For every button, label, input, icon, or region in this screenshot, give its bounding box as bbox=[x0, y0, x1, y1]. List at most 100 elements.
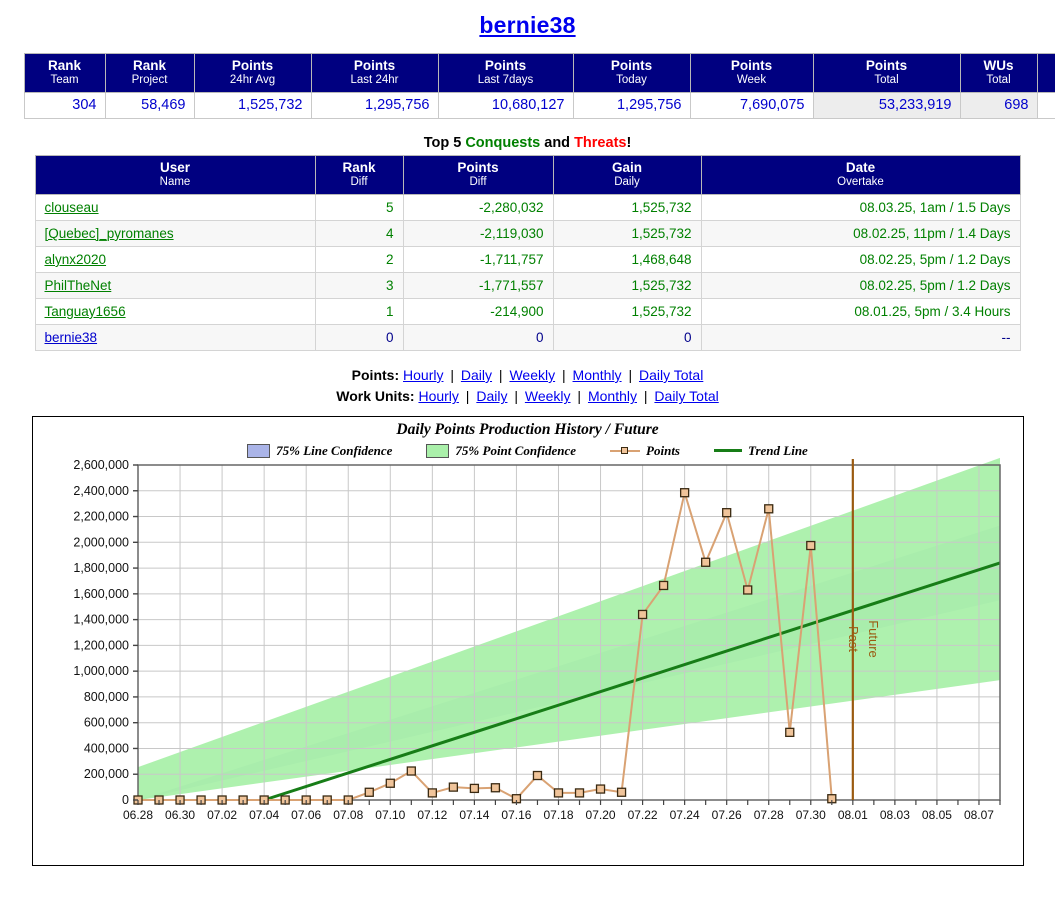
data-point-marker bbox=[617, 788, 625, 796]
nav-link-hourly[interactable]: Hourly bbox=[418, 388, 458, 404]
col-sub: Diff bbox=[412, 175, 545, 189]
data-point-marker bbox=[428, 788, 436, 796]
y-axis-tick-label: 800,000 bbox=[83, 689, 128, 703]
stats-col-sub: Total bbox=[822, 73, 952, 87]
conquest-gain-daily: 1,525,732 bbox=[553, 272, 701, 298]
x-axis-tick-label: 08.01 bbox=[837, 808, 867, 822]
conquests-heading: Top 5 Conquests and Threats! bbox=[0, 135, 1055, 151]
conquest-gain-daily: 1,525,732 bbox=[553, 194, 701, 220]
col-sub: Name bbox=[44, 175, 307, 189]
stats-col-sub: Week bbox=[699, 73, 805, 87]
user-link[interactable]: PhilTheNet bbox=[45, 278, 112, 293]
conquest-gain-daily: 0 bbox=[553, 324, 701, 350]
stats-value: 698 bbox=[960, 92, 1037, 118]
nav-link-daily[interactable]: Daily bbox=[476, 388, 507, 404]
points-production-chart: Daily Points Production History / Future… bbox=[32, 416, 1024, 866]
col-sub: Overtake bbox=[710, 175, 1012, 189]
stats-value: 53,233,919 bbox=[813, 92, 960, 118]
data-point-marker bbox=[407, 767, 415, 775]
page-title[interactable]: bernie38 bbox=[0, 12, 1055, 39]
y-axis-tick-label: 1,200,000 bbox=[73, 638, 129, 652]
nav-link-monthly[interactable]: Monthly bbox=[588, 388, 637, 404]
nav-row: Points: Hourly | Daily | Weekly | Monthl… bbox=[0, 365, 1055, 386]
user-link[interactable]: clouseau bbox=[45, 200, 99, 215]
stats-col-main: Points bbox=[731, 58, 772, 73]
nav-link-daily-total[interactable]: Daily Total bbox=[654, 388, 718, 404]
user-link[interactable]: Tanguay1656 bbox=[45, 304, 126, 319]
conquest-rank-diff: 1 bbox=[315, 298, 403, 324]
stats-value: 12.21.23 bbox=[1037, 92, 1055, 118]
heading-mid: and bbox=[540, 135, 574, 151]
data-point-marker bbox=[449, 783, 457, 791]
conquest-gain-daily: 1,468,648 bbox=[553, 246, 701, 272]
conquest-user-cell: Tanguay1656 bbox=[35, 298, 315, 324]
nav-link-weekly[interactable]: Weekly bbox=[509, 367, 555, 383]
conquest-points-diff: -1,711,757 bbox=[403, 246, 553, 272]
user-link[interactable]: bernie38 bbox=[45, 330, 98, 345]
y-axis-tick-label: 2,200,000 bbox=[73, 509, 129, 523]
conquest-user-cell: bernie38 bbox=[35, 324, 315, 350]
data-point-marker bbox=[596, 785, 604, 793]
x-axis-tick-label: 08.07 bbox=[963, 808, 993, 822]
user-link[interactable]: alynx2020 bbox=[45, 252, 107, 267]
nav-link-hourly[interactable]: Hourly bbox=[403, 367, 443, 383]
conquest-user-cell: clouseau bbox=[35, 194, 315, 220]
nav-row-label: Work Units: bbox=[336, 388, 418, 404]
conquest-user-cell: alynx2020 bbox=[35, 246, 315, 272]
x-axis-tick-label: 07.06 bbox=[291, 808, 321, 822]
stats-col-main: Rank bbox=[48, 58, 81, 73]
col-main: Gain bbox=[612, 160, 642, 175]
nav-link-weekly[interactable]: Weekly bbox=[525, 388, 571, 404]
x-axis-tick-label: 07.10 bbox=[375, 808, 405, 822]
user-link[interactable]: [Quebec]_pyromanes bbox=[45, 226, 174, 241]
y-axis-tick-label: 1,800,000 bbox=[73, 561, 129, 575]
y-axis-tick-label: 2,400,000 bbox=[73, 483, 129, 497]
x-axis-tick-label: 06.28 bbox=[122, 808, 152, 822]
stats-value: 1,525,732 bbox=[194, 92, 311, 118]
nav-link-daily-total[interactable]: Daily Total bbox=[639, 367, 703, 383]
x-axis-tick-label: 06.30 bbox=[165, 808, 195, 822]
x-axis-tick-label: 07.18 bbox=[543, 808, 573, 822]
col-main: Rank bbox=[342, 160, 375, 175]
conquest-user-cell: PhilTheNet bbox=[35, 272, 315, 298]
stats-col-main: Points bbox=[611, 58, 652, 73]
conquest-points-diff: -2,119,030 bbox=[403, 220, 553, 246]
conquest-points-diff: -1,771,557 bbox=[403, 272, 553, 298]
col-sub: Diff bbox=[324, 175, 395, 189]
stats-col-main: Points bbox=[485, 58, 526, 73]
x-axis-tick-label: 07.22 bbox=[627, 808, 657, 822]
data-point-marker bbox=[386, 779, 394, 787]
x-axis-tick-label: 07.02 bbox=[207, 808, 237, 822]
y-axis-tick-label: 2,000,000 bbox=[73, 535, 129, 549]
col-sub: Daily bbox=[562, 175, 693, 189]
data-point-marker bbox=[659, 581, 667, 589]
data-point-marker bbox=[680, 488, 688, 496]
nav-link-daily[interactable]: Daily bbox=[461, 367, 492, 383]
nav-link-monthly[interactable]: Monthly bbox=[573, 367, 622, 383]
conquest-rank-diff: 4 bbox=[315, 220, 403, 246]
conquest-points-diff: -214,900 bbox=[403, 298, 553, 324]
stats-value: 1,295,756 bbox=[573, 92, 690, 118]
nav-separator: | bbox=[637, 388, 654, 404]
conquest-rank-diff: 3 bbox=[315, 272, 403, 298]
data-point-marker bbox=[491, 783, 499, 791]
stats-col-main: Points bbox=[354, 58, 395, 73]
